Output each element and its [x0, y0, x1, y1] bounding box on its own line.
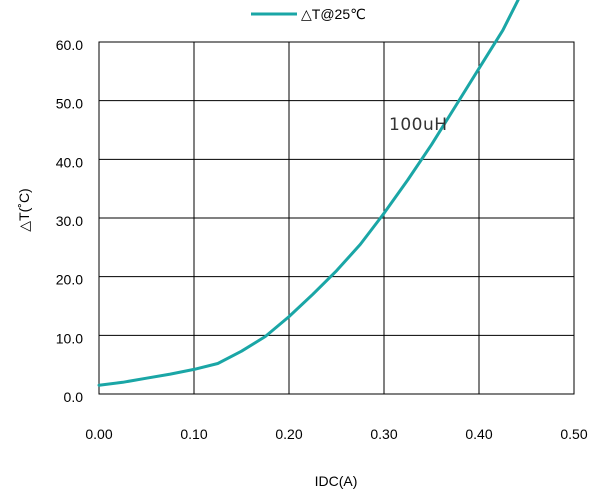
y-tick-labels: 0.0 10.0 20.0 30.0 40.0 50.0 60.0: [56, 37, 83, 405]
x-tick-label: 0.10: [180, 426, 207, 442]
y-tick-label: 40.0: [56, 154, 83, 170]
y-tick-label: 10.0: [56, 330, 83, 346]
x-axis-title: IDC(A): [315, 473, 358, 489]
legend: △T@25℃: [251, 6, 366, 22]
y-tick-label: 60.0: [56, 37, 83, 53]
curve-annotation: 100uH: [389, 115, 448, 135]
y-tick-label: 30.0: [56, 213, 83, 229]
x-tick-label: 0.50: [560, 426, 587, 442]
series-line: [97, 0, 520, 387]
y-tick-label: 20.0: [56, 272, 83, 288]
legend-label: △T@25℃: [301, 6, 366, 22]
y-axis-title: △T(˚C): [16, 188, 32, 231]
x-tick-label: 0.20: [275, 426, 302, 442]
y-tick-label: 0.0: [64, 389, 84, 405]
grid-lines: [99, 42, 574, 394]
x-tick-label: 0.30: [370, 426, 397, 442]
x-tick-label: 0.00: [85, 426, 112, 442]
y-tick-label: 50.0: [56, 96, 83, 112]
x-tick-labels: 0.00 0.10 0.20 0.30 0.40 0.50: [85, 426, 587, 442]
x-tick-label: 0.40: [465, 426, 492, 442]
plot-frame: [98, 41, 575, 395]
